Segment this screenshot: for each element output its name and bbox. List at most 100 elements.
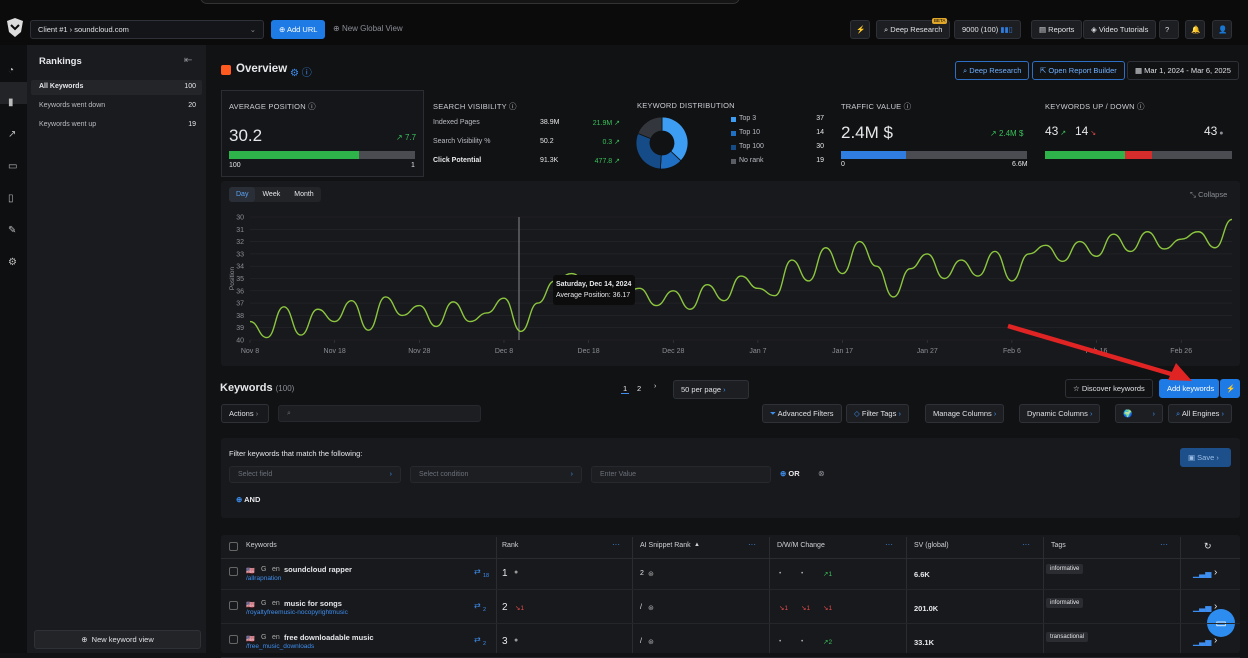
checkbox[interactable] [229, 567, 238, 576]
bolt-button[interactable]: ⚡ [850, 20, 870, 39]
remove-condition[interactable]: ⊗ [818, 469, 825, 478]
row-open[interactable]: › [1214, 567, 1218, 578]
change: ↗2 [823, 639, 833, 646]
ai-rank: 2 [640, 570, 644, 577]
row-open[interactable]: › [1214, 601, 1218, 612]
page-2[interactable]: 2 [637, 384, 642, 393]
row-open[interactable]: › [1214, 635, 1218, 646]
keyword-url[interactable]: /royaltyfreemusic-nocopyrightmusic [246, 609, 348, 616]
actions-button[interactable]: Actions › [221, 404, 269, 423]
save-button[interactable]: ▣ Save › [1180, 448, 1231, 467]
column-menu[interactable]: ··· [885, 540, 893, 549]
new-global-view[interactable]: ⊕ New Global View [333, 24, 403, 33]
column-menu[interactable]: ··· [612, 540, 620, 549]
all-engines-label: All Engines [1181, 409, 1220, 418]
video-tutorials-button[interactable]: ◈ Video Tutorials [1083, 20, 1157, 39]
change: ↘1 [801, 605, 811, 612]
sidebar-count: 19 [188, 121, 196, 128]
ai-icon: ⊛ [648, 571, 654, 578]
sidebar-item[interactable]: Keywords went up [39, 121, 97, 128]
page-1[interactable]: 1 [621, 384, 630, 394]
collapse-label: Collapse [1198, 190, 1228, 199]
new-view-button[interactable]: ⊕ New keyword view [34, 630, 201, 649]
deep-research-link[interactable]: ⌕ Deep Research [955, 61, 1030, 80]
column-menu[interactable]: ··· [748, 540, 756, 549]
sv-value: 91.3K [540, 157, 559, 164]
period-tab[interactable]: Week [262, 191, 281, 198]
discover-button[interactable]: ☆ Discover keywords [1065, 379, 1153, 398]
sidebar-item[interactable]: All Keywords [39, 83, 84, 90]
keywords-count: (100) [275, 384, 295, 393]
column-menu[interactable]: ··· [1022, 540, 1030, 549]
checkbox[interactable] [229, 635, 238, 644]
average-position-card [221, 90, 424, 177]
language: en [272, 634, 280, 641]
add-keywords-more[interactable]: ⚡ [1220, 379, 1240, 398]
all-engines-button[interactable]: ⌕ All Engines › [1168, 404, 1232, 423]
rank-dot: ● [514, 637, 519, 644]
column-divider [496, 537, 497, 653]
traffic-bar [841, 151, 1027, 159]
deep-research-link-label: Deep Research [969, 66, 1022, 75]
advanced-filters-button[interactable]: ⏷ Advanced Filters [762, 404, 842, 423]
keyword-url[interactable]: /free_music_downloads [246, 643, 315, 650]
keyword[interactable]: soundcloud rapper [284, 565, 352, 574]
legend-swatch [731, 159, 736, 164]
save-label: Save [1197, 453, 1215, 462]
new-view-label: New keyword view [91, 635, 154, 644]
page-next[interactable]: › [654, 383, 657, 390]
or-button[interactable]: ⊕ OR [780, 469, 800, 478]
keyword[interactable]: free downloadable music [284, 633, 374, 642]
add-url-button[interactable]: ⊕ Add URL [271, 20, 326, 39]
credits[interactable]: 9000 (100) ▮▮▯ [954, 20, 1021, 39]
rank-change-value: 1 [520, 605, 525, 612]
new-global-view-label: New Global View [341, 24, 403, 33]
trend-icon: ▁▃▅ [1193, 569, 1212, 578]
period-tab[interactable]: Day [229, 187, 256, 202]
legend-label: Top 10 [739, 129, 761, 136]
notifications-button[interactable]: 🔔 [1185, 20, 1205, 39]
condition-select[interactable]: Select condition › [410, 466, 582, 483]
overview-icons[interactable]: ⚙ ⓘ [290, 68, 312, 79]
manage-columns-button[interactable]: Manage Columns › [925, 404, 1005, 423]
change-value: 1 [784, 605, 789, 612]
date-range[interactable]: ▦ Mar 1, 2024 - Mar 6, 2025 [1127, 61, 1239, 80]
client-select[interactable]: Client #1 › soundcloud.com ⌄ [30, 20, 264, 39]
sidebar-item[interactable]: Keywords went down [39, 102, 106, 109]
y-tick-label: 33 [236, 251, 244, 258]
period-tab[interactable]: Month [294, 191, 314, 198]
deep-research-button[interactable]: ⌕ Deep Research BETA [876, 18, 951, 39]
dynamic-columns-button[interactable]: Dynamic Columns › [1019, 404, 1101, 423]
add-url-label: Add URL [286, 25, 318, 34]
y-tick-label: 40 [236, 338, 244, 345]
value-input[interactable]: Enter Value [591, 466, 771, 483]
legend-label: Top 100 [739, 143, 764, 150]
reset-icon[interactable]: ↻ [1204, 541, 1212, 551]
change-value: 7.7 [404, 133, 417, 142]
checkbox[interactable] [229, 601, 238, 610]
help-button[interactable]: ? [1159, 20, 1179, 39]
per-page-select[interactable]: 50 per page › [673, 380, 749, 399]
engine: G [261, 566, 267, 573]
keyword-url[interactable]: /allrapnation [246, 575, 282, 582]
field-select[interactable]: Select field › [229, 466, 401, 483]
profile-button[interactable]: 👤 [1212, 20, 1232, 39]
up-down-bar [1045, 151, 1232, 159]
collapse-sidebar[interactable]: ⇤ [184, 55, 193, 66]
checkbox[interactable] [229, 542, 238, 551]
report-builder-link[interactable]: ⇱ Open Report Builder [1032, 61, 1125, 80]
collapse-button[interactable]: ⤡ Collapse [1190, 190, 1228, 199]
column-divider [1043, 537, 1044, 653]
and-button[interactable]: ⊕ AND [236, 495, 261, 504]
rail-icons[interactable]: ◔ ▮ ↗ ▭ ▯ ✎ ⚙ [8, 65, 18, 268]
reports-label: Reports [1048, 25, 1075, 34]
region-button[interactable]: 🌍 › [1115, 404, 1163, 423]
search-input[interactable]: ⌕ [278, 405, 481, 422]
column-menu[interactable]: ··· [1160, 540, 1168, 549]
soundcloud-icon [221, 65, 231, 75]
reports-button[interactable]: ▤ Reports [1031, 20, 1083, 39]
x-tick-label: Nov 18 [324, 348, 346, 355]
x-tick-label: Dec 28 [662, 348, 684, 355]
keyword[interactable]: music for songs [284, 599, 342, 608]
filter-tags-button[interactable]: ◇ Filter Tags › [846, 404, 909, 423]
